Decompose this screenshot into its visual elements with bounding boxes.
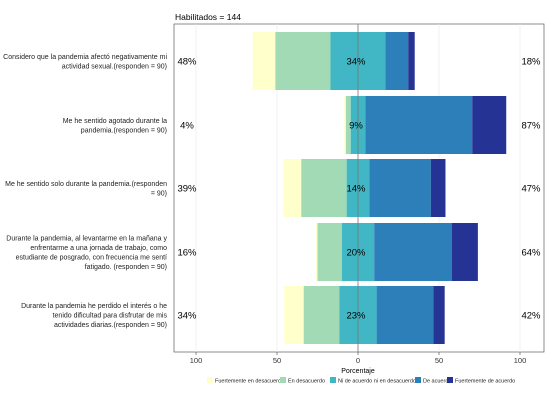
x-axis-ticks: 100 50 0 50 100 [190,352,527,365]
percent-labels: 48% 34% 18% 4% 9% 87% 39% 14% 47% 16% 20% 64% 34% 23%… [177,57,541,322]
right-percent: 18% [521,57,541,68]
legend-label: Fuertemente de acuerdo [455,379,515,385]
center-percent: 23% [346,311,366,322]
item-label: Considero que la pandemia afectó negativ… [3,54,167,71]
legend-label: En desacuerdo [288,379,325,385]
item-label: Me he sentido agotado durante la pandemia… [63,118,167,135]
right-percent: 87% [521,121,541,132]
bar-segment [369,159,431,217]
bar-segment [317,223,342,281]
bar-segment [301,159,347,217]
left-percent: 4% [180,121,194,132]
bar-segment [275,32,331,90]
tick-label: 0 [356,356,360,365]
tick-label: 100 [190,356,203,365]
bar-segment [344,96,346,154]
bar-segment [252,32,276,90]
legend-swatch [415,377,421,383]
item-labels: Considero que la pandemia afectó negativ… [3,54,167,329]
bar-segment [376,286,434,344]
left-percent: 34% [177,311,197,322]
item-label: Durante la pandemia he perdido el interé… [21,303,167,329]
bar-segment [374,223,452,281]
tick-label: 50 [273,356,281,365]
tick-label: 50 [435,356,443,365]
bar-segment [284,286,304,344]
left-percent: 39% [177,184,197,195]
bar-segment [433,286,445,344]
right-percent: 47% [521,184,541,195]
center-percent: 34% [346,57,366,68]
legend-swatch [330,377,336,383]
right-percent: 64% [521,248,541,259]
bar-segment [451,223,478,281]
x-axis-label: Porcentaje [341,368,375,375]
item-label: Me he sentido solo durante la pandemia.(… [5,181,167,198]
bar-segment [385,32,409,90]
bars [252,32,507,344]
bar-segment [283,159,302,217]
legend-label: De acuerdo [423,379,451,385]
bar-segment [365,96,473,154]
bar-segment [315,223,318,281]
legend-label: Fuertemente en desacuerdo [215,379,284,385]
item-label: Durante la pandemia, al levantarme en la… [6,235,167,271]
bar-segment [472,96,507,154]
legend-swatch [280,377,286,383]
left-percent: 48% [177,57,197,68]
center-percent: 9% [349,121,363,132]
chart-subtitle: Habilitados = 144 [175,12,241,22]
center-percent: 20% [346,248,366,259]
left-percent: 16% [177,248,197,259]
tick-label: 100 [514,356,527,365]
legend: Fuertemente en desacuerdo En desacuerdo Ni… [207,377,515,385]
bar-segment [408,32,415,90]
legend-swatch [207,377,213,383]
legend-swatch [447,377,453,383]
center-percent: 14% [346,184,366,195]
bar-segment [303,286,340,344]
legend-label: Ni de acuerdo ni en desacuerdo [338,379,416,385]
right-percent: 42% [521,311,541,322]
bar-segment [345,96,351,154]
bar-segment [430,159,446,217]
